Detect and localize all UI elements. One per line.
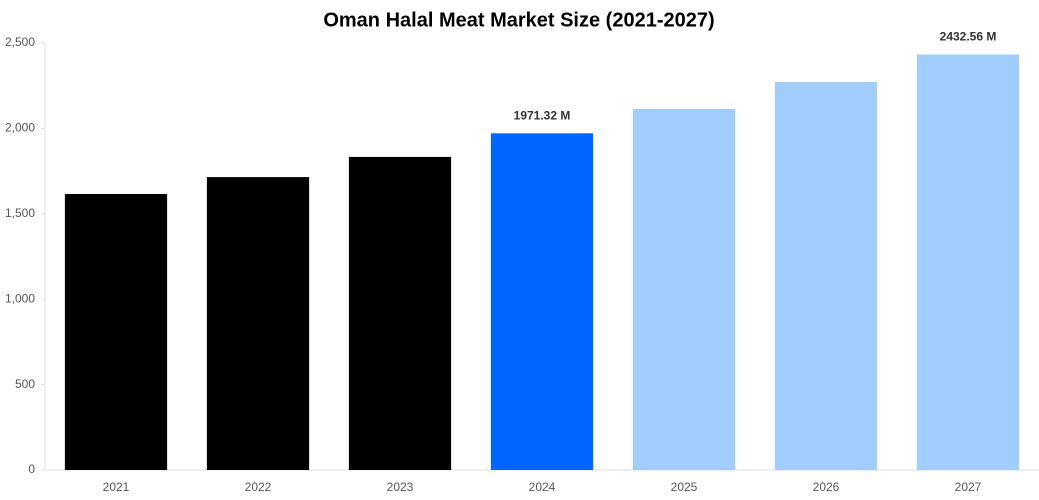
bar <box>64 193 168 471</box>
bar <box>632 108 736 470</box>
y-tick-label: 1,000 <box>5 291 35 305</box>
bar <box>206 177 310 470</box>
x-tick-label: 2024 <box>529 480 556 494</box>
x-tick-label: 2021 <box>103 480 130 494</box>
y-tick-label: 0 <box>28 462 35 476</box>
y-tick-label: 2,000 <box>5 121 35 135</box>
x-tick-label: 2027 <box>955 480 982 494</box>
x-tick-label: 2023 <box>387 480 414 494</box>
y-tick-label: 1,500 <box>5 206 35 220</box>
bar <box>916 54 1020 471</box>
x-tick-label: 2025 <box>671 480 698 494</box>
x-tick-label: 2026 <box>813 480 840 494</box>
bar <box>490 133 594 471</box>
bar <box>774 81 878 471</box>
y-tick-label: 2,500 <box>5 35 35 49</box>
value-label: 2432.56 M <box>940 30 997 44</box>
x-tick-label: 2022 <box>245 480 272 494</box>
chart-title: Oman Halal Meat Market Size (2021-2027) <box>323 9 714 31</box>
y-tick-label: 500 <box>15 377 35 391</box>
value-label: 1971.32 M <box>514 108 571 122</box>
bar <box>348 156 452 471</box>
